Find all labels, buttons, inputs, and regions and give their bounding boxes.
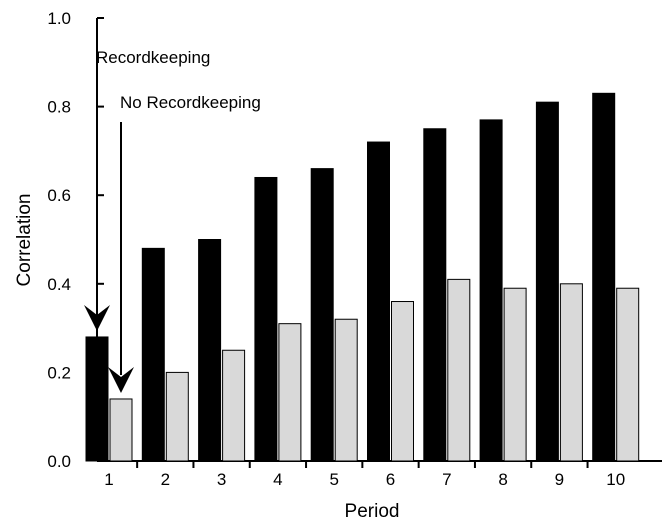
x-tick-label: 6 — [386, 470, 395, 489]
x-axis-title: Period — [345, 501, 400, 522]
bar-no-recordkeeping — [559, 283, 583, 462]
bar-recordkeeping — [254, 176, 278, 462]
down-arrow-icon — [108, 366, 134, 393]
bar-recordkeeping — [423, 128, 447, 462]
y-tick-label: 0.4 — [47, 275, 71, 294]
x-tick-label: 3 — [217, 470, 226, 489]
y-tick-label: 0.0 — [47, 452, 71, 471]
bar-no-recordkeeping — [165, 371, 189, 462]
y-tick-label: 1.0 — [47, 9, 71, 28]
bar-no-recordkeeping — [334, 318, 358, 462]
bar-recordkeeping — [310, 168, 334, 462]
x-tick-label: 10 — [606, 470, 625, 489]
x-tick-label: 2 — [161, 470, 170, 489]
bar-recordkeeping — [85, 336, 109, 462]
bar-recordkeeping — [198, 239, 222, 462]
x-tick-label: 9 — [555, 470, 564, 489]
legend-recordkeeping-label: Recordkeeping — [96, 48, 210, 67]
y-axis-title: Correlation — [14, 194, 35, 287]
legend-no-recordkeeping-label: No Recordkeeping — [120, 93, 261, 112]
bar-no-recordkeeping — [109, 398, 133, 462]
plot-area: 0.0 0.2 0.4 0.6 0.8 1.0 1 2 3 4 5 6 7 8 9 10 Recordkeepi… — [47, 9, 662, 489]
bar-recordkeeping — [479, 119, 503, 462]
bar-no-recordkeeping — [447, 278, 471, 462]
bar-no-recordkeeping — [278, 323, 302, 462]
bar-no-recordkeeping — [391, 301, 414, 462]
x-tick-label: 7 — [442, 470, 451, 489]
x-tick-label: 8 — [498, 470, 507, 489]
bar-recordkeeping — [535, 101, 559, 462]
x-tick-label: 4 — [273, 470, 282, 489]
bar-recordkeeping — [141, 247, 165, 462]
bar-no-recordkeeping — [616, 287, 640, 462]
y-tick-label: 0.2 — [47, 363, 71, 382]
down-arrow-icon — [84, 304, 110, 331]
bar-no-recordkeeping — [222, 349, 246, 462]
bar-no-recordkeeping — [503, 287, 527, 462]
x-tick-label: 1 — [104, 470, 113, 489]
y-tick-label: 0.8 — [47, 98, 71, 117]
x-tick-label: 5 — [329, 470, 338, 489]
bar-recordkeeping — [367, 141, 390, 462]
y-tick-label: 0.6 — [47, 186, 71, 205]
bar-recordkeeping — [592, 92, 616, 462]
